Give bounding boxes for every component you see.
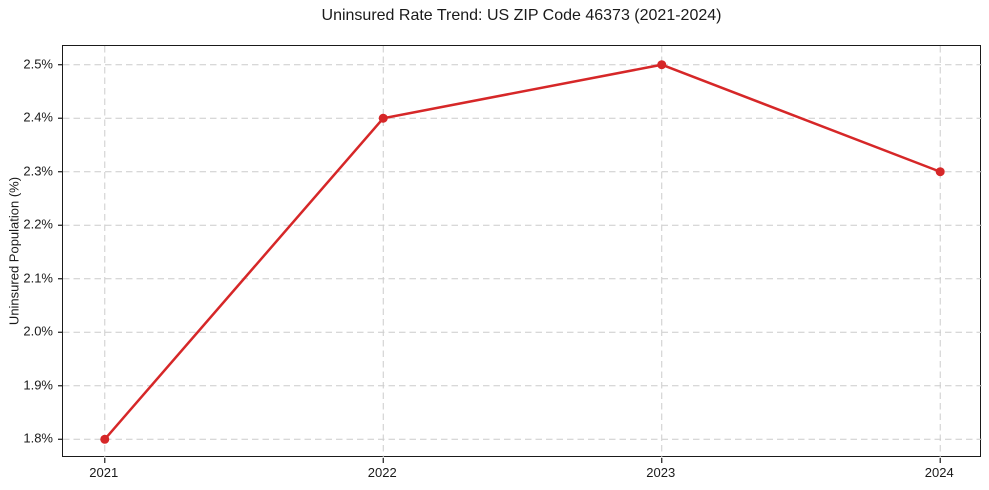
y-tick-label: 2.1% <box>23 270 53 286</box>
y-tick-label: 2.4% <box>23 109 53 125</box>
x-tick-label: 2024 <box>924 465 954 480</box>
data-point-2022 <box>378 113 388 123</box>
x-tick-label: 2023 <box>646 465 676 480</box>
trend-line <box>103 63 942 441</box>
line-chart-svg <box>58 46 982 463</box>
plot-area <box>58 45 982 463</box>
y-tick-label: 1.9% <box>23 377 53 393</box>
chart-title: Uninsured Rate Trend: US ZIP Code 46373 … <box>321 7 722 24</box>
y-tick-label: 2.3% <box>23 163 53 179</box>
y-tick-label: 2.0% <box>23 323 53 339</box>
y-tick-label: 1.8% <box>23 430 53 446</box>
y-axis-label: Uninsured Population (%) <box>6 176 22 326</box>
x-tick-label: 2021 <box>89 465 119 480</box>
x-tick-label: 2022 <box>367 465 397 480</box>
data-point-2021 <box>100 434 110 444</box>
data-point-2024 <box>935 167 945 177</box>
y-tick-label: 2.5% <box>23 56 53 72</box>
y-tick-label: 2.2% <box>23 216 53 232</box>
data-point-2023 <box>657 60 667 70</box>
